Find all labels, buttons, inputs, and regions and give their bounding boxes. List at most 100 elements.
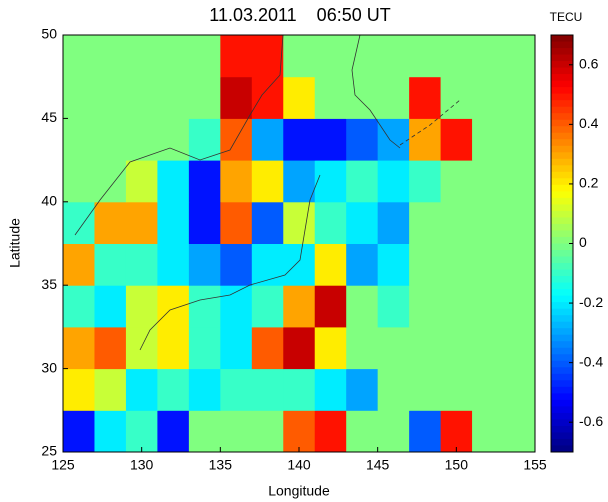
heatmap-cell (94, 285, 126, 327)
colorbar-segment (551, 322, 573, 329)
chart: 11.03.2011 06:50 UT Longitude Latitude T… (0, 0, 608, 502)
y-tick-label: 35 (41, 276, 57, 292)
heatmap-cell (409, 35, 441, 77)
heatmap-cell (220, 202, 252, 244)
heatmap-cell (189, 202, 221, 244)
heatmap-cell (472, 35, 504, 77)
heatmap-cell (252, 35, 284, 77)
colorbar-segment (551, 217, 573, 224)
colorbar-label: TECU (550, 10, 583, 24)
heatmap-cell (504, 160, 536, 202)
colorbar-segment (551, 328, 573, 335)
heatmap-cell (378, 202, 410, 244)
colorbar-segment (551, 237, 573, 244)
heatmap-cell (94, 327, 126, 369)
heatmap-cell (157, 118, 189, 160)
heatmap-cell (63, 285, 95, 327)
heatmap-cell (252, 77, 284, 119)
colorbar-segment (551, 139, 573, 146)
heatmap-cell (283, 327, 315, 369)
colorbar-segment (551, 113, 573, 120)
heatmap-cell (315, 160, 347, 202)
colorbar-segment (551, 204, 573, 211)
heatmap-cell (504, 202, 536, 244)
heatmap-cell (346, 160, 378, 202)
colorbar-segment (551, 224, 573, 231)
heatmap-cell (157, 327, 189, 369)
colorbar-tick-label: -0.4 (579, 353, 603, 369)
heatmap-cell (63, 410, 95, 452)
colorbar-segment (551, 296, 573, 303)
heatmap-cell (315, 285, 347, 327)
heatmap-cell (283, 369, 315, 411)
heatmap-cell (220, 35, 252, 77)
heatmap-cell (94, 35, 126, 77)
heatmap-cell (441, 202, 473, 244)
heatmap-cell (378, 327, 410, 369)
heatmap-cell (126, 369, 158, 411)
heatmap-cell (346, 118, 378, 160)
colorbar-segment (551, 393, 573, 400)
heatmap-cell (409, 244, 441, 286)
heatmap-cell (378, 118, 410, 160)
colorbar-segment (551, 74, 573, 81)
heatmap-cell (441, 77, 473, 119)
heatmap-cell (189, 35, 221, 77)
colorbar-segment (551, 244, 573, 251)
colorbar-segment (551, 400, 573, 407)
heatmap-cell (94, 244, 126, 286)
heatmap-cell (252, 410, 284, 452)
heatmap-cell (283, 285, 315, 327)
heatmap-cell (346, 35, 378, 77)
heatmap-cell (315, 202, 347, 244)
colorbar-segment (551, 309, 573, 316)
colorbar-tick-label: -0.2 (579, 294, 603, 310)
heatmap-cell (409, 160, 441, 202)
heatmap-cell (409, 118, 441, 160)
heatmap-cell (189, 327, 221, 369)
colorbar-segment (551, 257, 573, 264)
colorbar-segment (551, 191, 573, 198)
heatmap-cell (189, 77, 221, 119)
heatmap-cell (472, 202, 504, 244)
colorbar-segment (551, 87, 573, 94)
x-tick-label: 130 (130, 457, 154, 473)
heatmap-cell (504, 35, 536, 77)
colorbar-segment (551, 374, 573, 381)
colorbar-segment (551, 335, 573, 342)
heatmap-cell (220, 160, 252, 202)
heatmap-cell (378, 77, 410, 119)
heatmap-cell (441, 369, 473, 411)
colorbar-tick-label: 0 (579, 234, 587, 250)
heatmap-cell (283, 410, 315, 452)
colorbar-segment (551, 42, 573, 49)
heatmap-cell (157, 35, 189, 77)
heatmap-cell (346, 410, 378, 452)
colorbar-segment (551, 185, 573, 192)
heatmap-cell (252, 160, 284, 202)
heatmap-cell (126, 77, 158, 119)
colorbar-segment (551, 250, 573, 257)
y-tick-label: 45 (41, 109, 57, 125)
x-tick-label: 155 (523, 457, 547, 473)
heatmap-cell (126, 327, 158, 369)
heatmap-cell (315, 118, 347, 160)
colorbar-segment (551, 198, 573, 205)
heatmap-cell (315, 35, 347, 77)
chart-title: 11.03.2011 06:50 UT (209, 5, 390, 25)
heatmap-cell (346, 285, 378, 327)
heatmap-cell (252, 285, 284, 327)
heatmap-cell (441, 160, 473, 202)
colorbar-segment (551, 419, 573, 426)
heatmap-cell (409, 202, 441, 244)
colorbar-segment (551, 439, 573, 446)
heatmap-cell (315, 410, 347, 452)
x-tick-label: 125 (51, 457, 75, 473)
heatmap-cell (252, 369, 284, 411)
heatmap-cell (63, 118, 95, 160)
heatmap-cell (346, 244, 378, 286)
colorbar-segment (551, 230, 573, 237)
heatmap-cell (472, 77, 504, 119)
heatmap-cell (157, 285, 189, 327)
heatmap-cell (220, 369, 252, 411)
